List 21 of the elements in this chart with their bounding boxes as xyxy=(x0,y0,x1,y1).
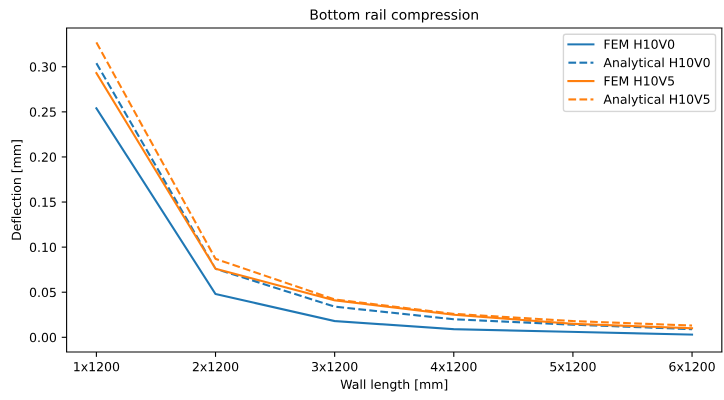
y-tick-label: 0.30 xyxy=(30,62,56,72)
y-tick-label: 0.05 xyxy=(30,288,56,298)
legend-label: FEM H10V5 xyxy=(604,76,674,86)
y-axis-title: Deflection [mm] xyxy=(11,140,23,240)
legend-label: Analytical H10V0 xyxy=(604,58,710,70)
y-tick-label: 0.00 xyxy=(30,332,56,342)
y-tick-label: 0.10 xyxy=(30,242,56,252)
line-series xyxy=(95,107,694,336)
x-tick-label: 6x1200 xyxy=(669,362,715,372)
x-tick-label: 1x1200 xyxy=(74,362,120,372)
y-tick-label: 0.15 xyxy=(30,198,56,207)
y-tick-label: 0.20 xyxy=(30,152,56,162)
legend-label: Analytical H10V5 xyxy=(604,94,710,106)
x-tick-label: 2x1200 xyxy=(192,362,238,372)
x-tick-label: 5x1200 xyxy=(550,362,596,372)
chart-title: Bottom rail compression xyxy=(310,9,478,23)
x-tick-label: 4x1200 xyxy=(430,362,477,372)
legend-label: FEM H10V0 xyxy=(604,39,674,49)
x-tick-label: 3x1200 xyxy=(312,362,358,372)
y-tick-label: 0.25 xyxy=(30,107,56,117)
x-axis-title: Wall length [mm] xyxy=(340,379,448,392)
